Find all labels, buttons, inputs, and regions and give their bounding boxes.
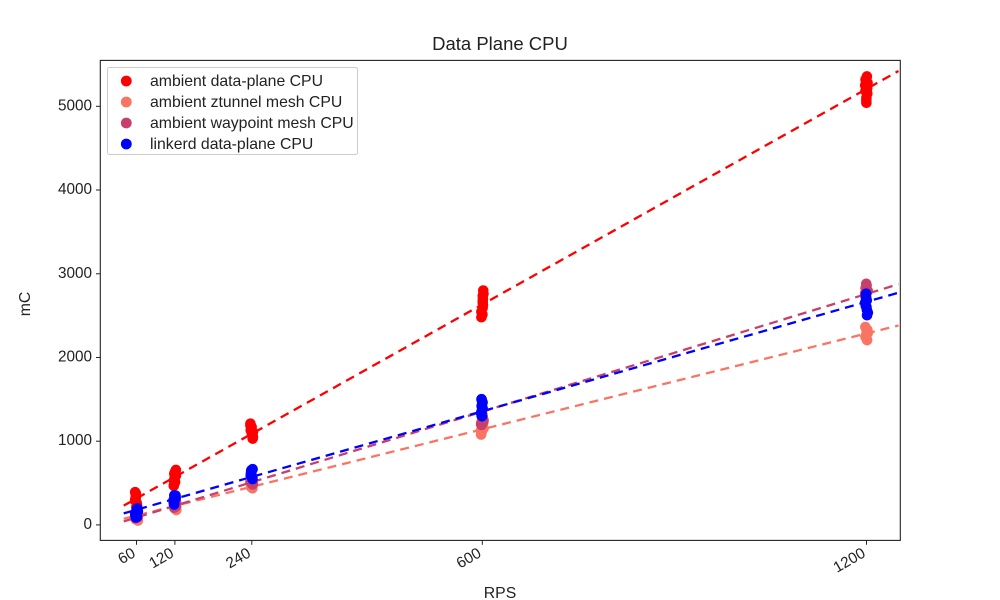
svg-text:0: 0 <box>83 516 92 533</box>
svg-text:mC: mC <box>17 292 34 317</box>
svg-text:600: 600 <box>454 545 485 572</box>
svg-text:4000: 4000 <box>58 181 92 198</box>
svg-text:240: 240 <box>223 545 254 572</box>
svg-text:1000: 1000 <box>58 432 92 449</box>
svg-text:120: 120 <box>146 545 177 572</box>
svg-text:1200: 1200 <box>831 545 869 577</box>
svg-text:ambient data-plane CPU: ambient data-plane CPU <box>150 73 323 90</box>
svg-text:ambient waypoint mesh CPU: ambient waypoint mesh CPU <box>150 115 354 132</box>
svg-text:Data Plane CPU: Data Plane CPU <box>432 33 568 54</box>
svg-text:RPS: RPS <box>484 585 516 600</box>
svg-text:60: 60 <box>115 545 138 568</box>
svg-text:linkerd data-plane CPU: linkerd data-plane CPU <box>150 136 313 153</box>
svg-text:3000: 3000 <box>58 265 92 282</box>
svg-text:ambient ztunnel mesh CPU: ambient ztunnel mesh CPU <box>150 94 342 111</box>
svg-text:5000: 5000 <box>58 97 92 114</box>
svg-text:2000: 2000 <box>58 349 92 366</box>
